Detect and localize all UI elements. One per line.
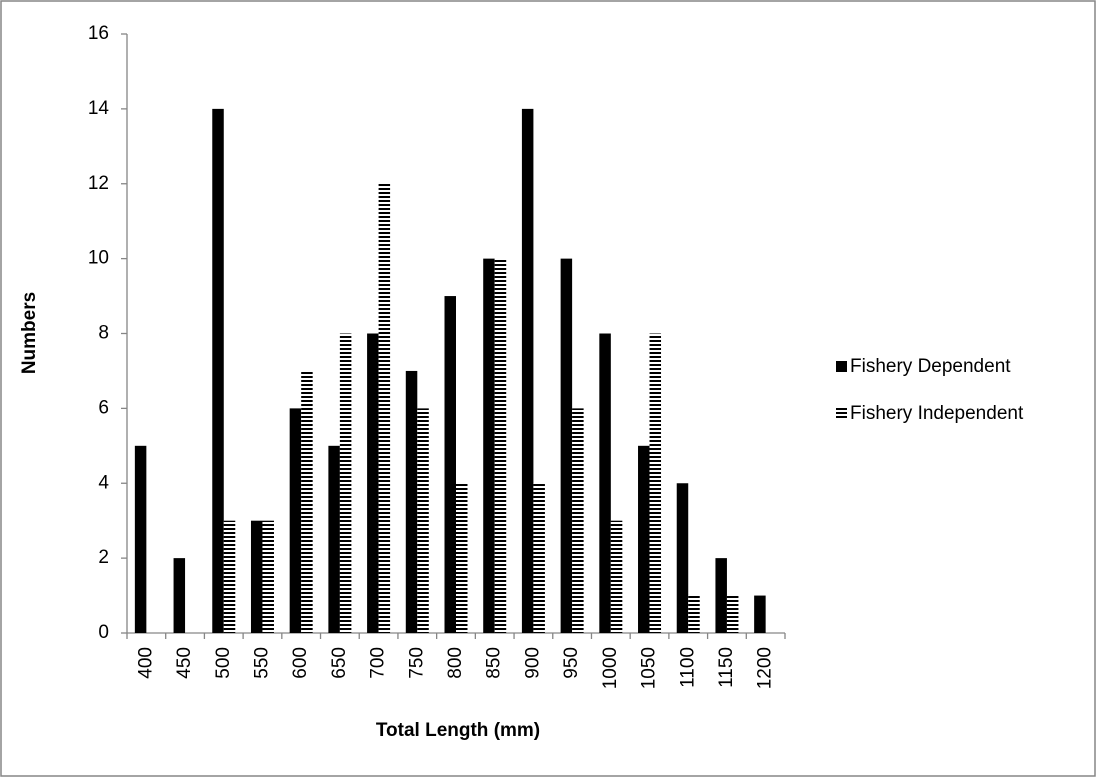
- bar: [289, 408, 302, 633]
- y-tick-label: 16: [88, 23, 109, 44]
- y-axis-label: Numbers: [19, 292, 40, 374]
- bar: [444, 296, 456, 633]
- x-tick-label: 800: [445, 647, 466, 679]
- bar: [223, 520, 236, 633]
- legend-swatch: [836, 361, 847, 372]
- y-tick-label: 8: [98, 323, 109, 344]
- y-tick-label: 2: [98, 547, 109, 568]
- bar: [367, 333, 379, 633]
- x-tick-label: 700: [368, 647, 389, 679]
- bar: [339, 333, 352, 633]
- bar: [560, 258, 573, 633]
- bar: [417, 408, 429, 633]
- bar: [494, 258, 507, 633]
- x-tick-label: 1050: [639, 647, 660, 689]
- x-tick-label: 600: [290, 647, 311, 679]
- bar: [688, 595, 700, 633]
- y-tick-label: 0: [98, 622, 109, 643]
- x-tick-label: 550: [251, 647, 272, 679]
- bar: [483, 258, 495, 633]
- bar: [250, 520, 263, 633]
- bar: [212, 108, 224, 633]
- bar: [173, 558, 186, 633]
- bar: [328, 445, 340, 633]
- bar: [649, 333, 662, 633]
- bar: [754, 595, 766, 633]
- bar: [676, 483, 689, 633]
- bar: [715, 558, 727, 633]
- x-tick-label: 450: [174, 647, 195, 679]
- bar: [378, 183, 391, 633]
- bar: [533, 483, 545, 633]
- bar: [134, 445, 147, 633]
- y-tick-label: 14: [88, 98, 110, 119]
- x-tick-label: 1100: [677, 647, 698, 688]
- bar: [638, 445, 650, 633]
- x-tick-label: 850: [484, 647, 505, 679]
- y-tick-label: 12: [88, 173, 109, 194]
- x-tick-label: 1200: [755, 647, 776, 689]
- bar: [599, 333, 611, 633]
- bar: [456, 483, 468, 633]
- bar: [726, 595, 739, 633]
- bar: [262, 520, 274, 633]
- x-axis-label: Total Length (mm): [376, 720, 540, 741]
- y-tick-label: 10: [88, 248, 109, 269]
- legend-label: Fishery Independent: [850, 403, 1024, 424]
- x-tick-label: 400: [135, 647, 156, 679]
- legend-label: Fishery Dependent: [850, 356, 1011, 377]
- legend-swatch: [836, 408, 847, 419]
- x-tick-label: 950: [561, 647, 582, 679]
- x-tick-label: 900: [522, 647, 543, 679]
- bar: [405, 370, 418, 633]
- y-tick-label: 6: [98, 397, 109, 418]
- x-tick-label: 1150: [716, 647, 737, 688]
- x-tick-label: 650: [329, 647, 350, 679]
- y-tick-label: 4: [98, 472, 109, 493]
- bar: [610, 520, 623, 633]
- x-tick-label: 1000: [600, 647, 621, 689]
- bar: [572, 408, 584, 633]
- bar: [521, 108, 534, 633]
- bar: [301, 370, 313, 633]
- x-tick-label: 500: [213, 647, 234, 679]
- x-tick-label: 750: [406, 647, 427, 679]
